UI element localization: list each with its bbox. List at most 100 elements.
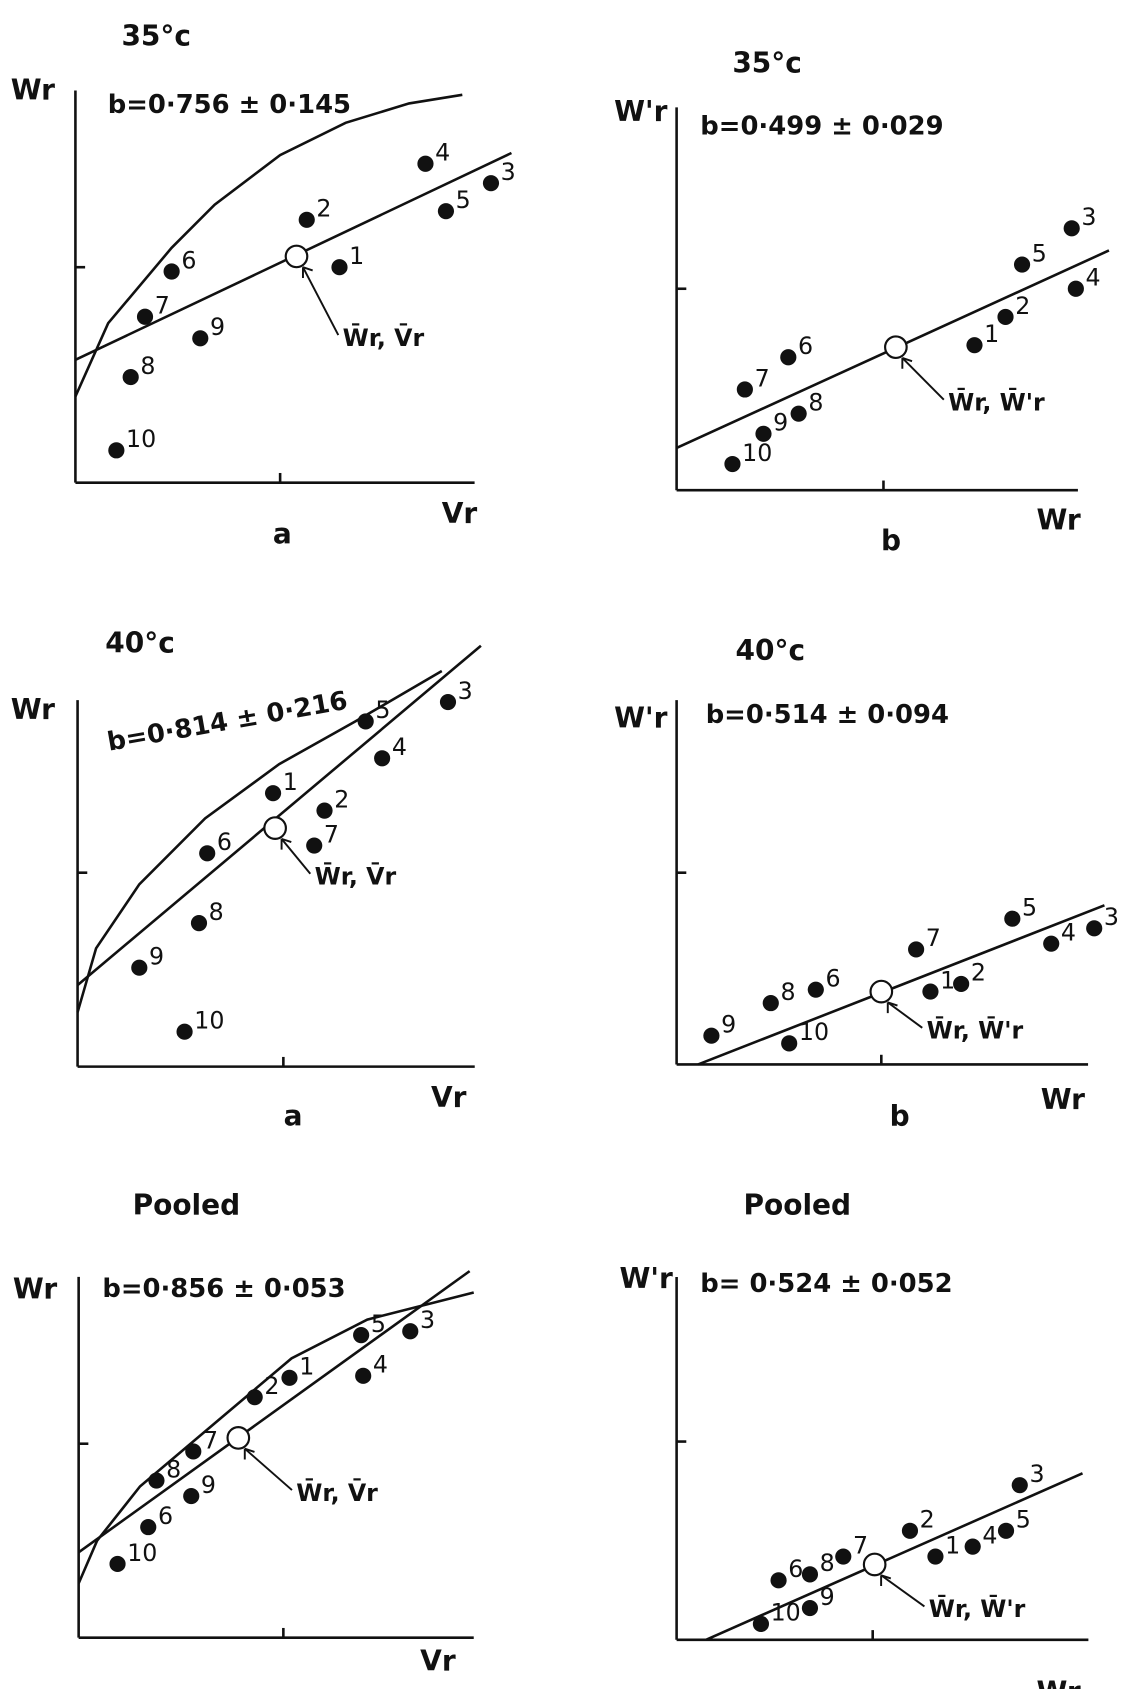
data-point: [131, 959, 148, 976]
data-point: [762, 995, 779, 1012]
point-label: 5: [1022, 894, 1037, 922]
point-label: 5: [375, 696, 390, 724]
panel-letter: a: [284, 1099, 303, 1132]
data-point: [108, 442, 125, 459]
data-point: [1063, 220, 1080, 237]
mean-point: [862, 1552, 887, 1577]
data-point: [374, 750, 391, 767]
mean-point: [284, 244, 309, 269]
point-label: 3: [420, 1306, 435, 1334]
panel-letter: b: [890, 1099, 910, 1132]
point-label: 7: [755, 364, 770, 392]
data-point: [417, 155, 434, 172]
point-label: 4: [1061, 918, 1076, 946]
point-label: 1: [283, 768, 298, 796]
point-label: 2: [316, 195, 331, 223]
mean-arrowhead: [901, 357, 913, 369]
point-label: 8: [808, 388, 823, 416]
mean-arrowhead: [243, 1447, 255, 1460]
limiting-parabola: [76, 669, 443, 1013]
point-label: 6: [181, 246, 196, 274]
y-axis-label: Wr: [13, 1273, 57, 1306]
point-label: 8: [140, 352, 155, 380]
point-label: 3: [501, 158, 516, 186]
data-point: [163, 263, 180, 280]
data-point: [306, 837, 323, 854]
data-point: [183, 1487, 200, 1505]
point-label: 1: [940, 966, 955, 994]
point-label: 1: [349, 242, 364, 270]
data-point: [109, 1555, 126, 1573]
mean-point: [226, 1426, 251, 1450]
mean-label: W̄r, W̄'r: [948, 387, 1045, 416]
data-point: [1004, 910, 1021, 927]
data-point: [264, 785, 282, 802]
mean-arrow: [887, 1001, 923, 1029]
y-axis-label: W'r: [614, 702, 667, 735]
regression-line: [697, 904, 1105, 1066]
point-label: 5: [1016, 1506, 1031, 1534]
mean-label: W̄r, W̄'r: [927, 1015, 1024, 1044]
data-point: [190, 915, 208, 932]
data-point: [136, 308, 154, 325]
point-label: 7: [324, 820, 339, 848]
data-point: [402, 1323, 419, 1340]
data-point: [755, 425, 772, 442]
point-label: 7: [926, 924, 941, 952]
panel: 35°cb=0·756 ± 0·145WrVra12345678910W̄r, …: [11, 20, 516, 551]
point-label: 1: [945, 1531, 960, 1559]
point-label: 6: [788, 1555, 803, 1583]
point-label: 8: [780, 978, 795, 1006]
panel-letter: a: [273, 1686, 292, 1689]
data-point: [281, 1369, 298, 1386]
point-label: 4: [435, 139, 450, 167]
x-axis-label: Wr: [1036, 503, 1080, 536]
data-point: [908, 941, 925, 958]
data-point: [122, 369, 139, 386]
mean-point: [869, 979, 894, 1004]
x-axis-label: Vr: [442, 497, 478, 530]
point-label: 10: [194, 1007, 224, 1035]
panel: 40°c b=0·514 ± 0·094 W'r Wr b 1 2 345 6 7 8 9 10 W̄r,…: [614, 634, 1119, 1132]
regression-line: [705, 1472, 1084, 1641]
panel-title: 35°c: [732, 47, 802, 80]
data-point: [801, 1600, 819, 1617]
point-label: 4: [392, 733, 407, 761]
y-axis-label: Wr: [11, 693, 55, 726]
point-label: 2: [264, 1372, 279, 1400]
data-point: [752, 1615, 770, 1633]
data-point: [246, 1389, 263, 1406]
data-point: [353, 1327, 370, 1344]
data-point: [1067, 280, 1084, 297]
panel: Pooled b=0·856 ± 0·053 Wr Vr a 12 3 4 5 6 789 10 W̄r…: [13, 1189, 475, 1689]
data-point: [331, 259, 348, 276]
data-point: [997, 308, 1014, 326]
limiting-parabola: [77, 1291, 475, 1584]
mean-arrowhead: [886, 1001, 898, 1014]
panel-letter: b: [876, 1686, 896, 1689]
data-point: [316, 802, 333, 819]
panel-title: Pooled: [133, 1189, 241, 1222]
data-point: [801, 1566, 819, 1583]
data-point: [901, 1522, 919, 1539]
point-label: 3: [1104, 903, 1119, 931]
mean-label: W̄r, W̄'r: [929, 1594, 1026, 1623]
panel-letter: b: [881, 524, 901, 557]
data-point: [140, 1519, 157, 1536]
data-point: [966, 337, 983, 354]
data-point: [835, 1548, 852, 1565]
point-label: 2: [334, 785, 349, 813]
point-label: 9: [820, 1583, 835, 1611]
panel-title: 40°c: [105, 626, 175, 659]
point-label: 2: [920, 1506, 935, 1534]
data-point: [964, 1538, 981, 1555]
mean-point: [884, 335, 908, 360]
data-point: [298, 211, 315, 228]
mean-label: W̄r, V̄r: [343, 323, 425, 352]
mean-arrow: [280, 838, 312, 875]
point-label: 8: [820, 1549, 835, 1577]
data-point: [770, 1572, 787, 1589]
y-axis-label: Wr: [11, 74, 55, 107]
data-point: [724, 455, 741, 473]
point-label: 7: [853, 1531, 868, 1559]
